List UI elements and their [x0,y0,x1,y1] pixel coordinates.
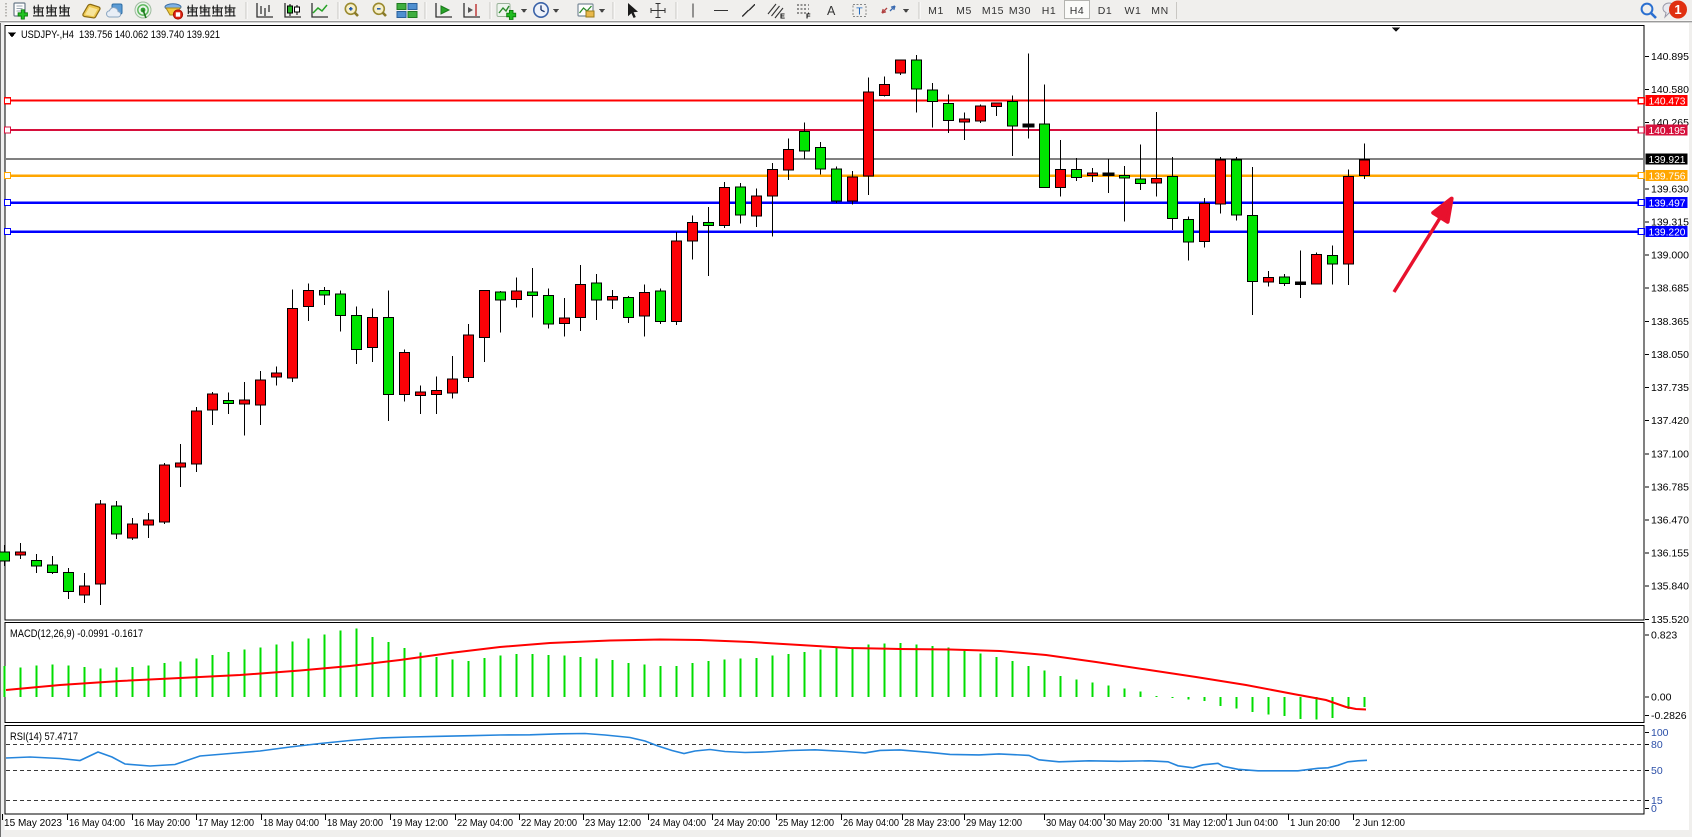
svg-text:24 May 04:00: 24 May 04:00 [650,818,706,829]
svg-text:0.823: 0.823 [1651,630,1677,642]
svg-text:H4: H4 [1070,5,1085,17]
svg-text:139.315: 139.315 [1651,217,1689,229]
svg-text:USDJPY-,H4 139.756 140.062 13: USDJPY-,H4 139.756 140.062 139.740 139.9… [21,29,220,41]
svg-text:136.470: 136.470 [1651,515,1689,527]
svg-text:1 Jun 04:00: 1 Jun 04:00 [1228,818,1278,829]
svg-text:17 May 12:00: 17 May 12:00 [198,818,254,829]
svg-text:139.497: 139.497 [1649,198,1686,209]
svg-text:140.895: 140.895 [1651,51,1689,63]
svg-text:23 May 12:00: 23 May 12:00 [585,818,641,829]
svg-text:136.155: 136.155 [1651,548,1689,560]
svg-text:E: E [780,12,785,21]
svg-text:137.420: 137.420 [1651,415,1689,427]
svg-text:139.756: 139.756 [1649,171,1686,182]
svg-text:135.840: 135.840 [1651,581,1689,593]
svg-text:H1: H1 [1042,5,1057,17]
svg-text:138.365: 138.365 [1651,316,1689,328]
svg-text:RSI(14) 57.4717: RSI(14) 57.4717 [10,731,78,743]
svg-text:D1: D1 [1098,5,1113,17]
svg-text:0.00: 0.00 [1651,692,1672,704]
svg-text:139.921: 139.921 [1649,155,1686,166]
svg-text:1: 1 [1674,2,1681,17]
svg-text:140.473: 140.473 [1649,96,1686,107]
svg-text:-0.2826: -0.2826 [1651,710,1687,722]
svg-text:139.220: 139.220 [1649,227,1686,238]
svg-text:136.785: 136.785 [1651,482,1689,494]
svg-text:18 May 20:00: 18 May 20:00 [327,818,383,829]
svg-text:138.050: 138.050 [1651,349,1689,361]
svg-text:22 May 04:00: 22 May 04:00 [457,818,513,829]
svg-text:137.100: 137.100 [1651,449,1689,461]
svg-text:0: 0 [1651,803,1657,815]
svg-text:15: 15 [1651,795,1663,807]
svg-text:138.685: 138.685 [1651,283,1689,295]
svg-text:30 May 20:00: 30 May 20:00 [1106,818,1162,829]
svg-text:30 May 04:00: 30 May 04:00 [1046,818,1102,829]
svg-text:139.630: 139.630 [1651,184,1689,196]
svg-text:31 May 12:00: 31 May 12:00 [1170,818,1226,829]
svg-text:2 Jun 12:00: 2 Jun 12:00 [1355,818,1405,829]
svg-text:140.195: 140.195 [1649,126,1686,137]
svg-text:22 May 20:00: 22 May 20:00 [521,818,577,829]
svg-text:W1: W1 [1125,5,1142,17]
svg-text:24 May 20:00: 24 May 20:00 [714,818,770,829]
svg-text:25 May 12:00: 25 May 12:00 [778,818,834,829]
svg-text:16 May 04:00: 16 May 04:00 [69,818,125,829]
svg-text:T: T [856,6,863,18]
svg-text:19 May 12:00: 19 May 12:00 [392,818,448,829]
svg-text:137.735: 137.735 [1651,382,1689,394]
svg-text:15 May 2023: 15 May 2023 [4,818,62,829]
svg-text:MN: MN [1151,5,1169,17]
svg-text:140.580: 140.580 [1651,84,1689,96]
svg-text:18 May 04:00: 18 May 04:00 [263,818,319,829]
svg-text:A: A [827,4,836,18]
svg-text:F: F [806,12,811,21]
svg-text:50: 50 [1651,765,1663,777]
svg-text:M30: M30 [1009,5,1031,17]
svg-text:M15: M15 [982,5,1004,17]
svg-text:16 May 20:00: 16 May 20:00 [134,818,190,829]
svg-text:139.000: 139.000 [1651,250,1689,262]
svg-text:80: 80 [1651,739,1663,751]
svg-text:26 May 04:00: 26 May 04:00 [843,818,899,829]
svg-text:29 May 12:00: 29 May 12:00 [966,818,1022,829]
svg-text:135.520: 135.520 [1651,614,1689,626]
svg-text:M1: M1 [928,5,944,17]
svg-text:28 May 23:00: 28 May 23:00 [904,818,960,829]
svg-text:1 Jun 20:00: 1 Jun 20:00 [1290,818,1340,829]
svg-text:MACD(12,26,9) -0.0991 -0.1617: MACD(12,26,9) -0.0991 -0.1617 [10,628,143,640]
svg-text:M5: M5 [956,5,972,17]
svg-text:100: 100 [1651,727,1669,739]
